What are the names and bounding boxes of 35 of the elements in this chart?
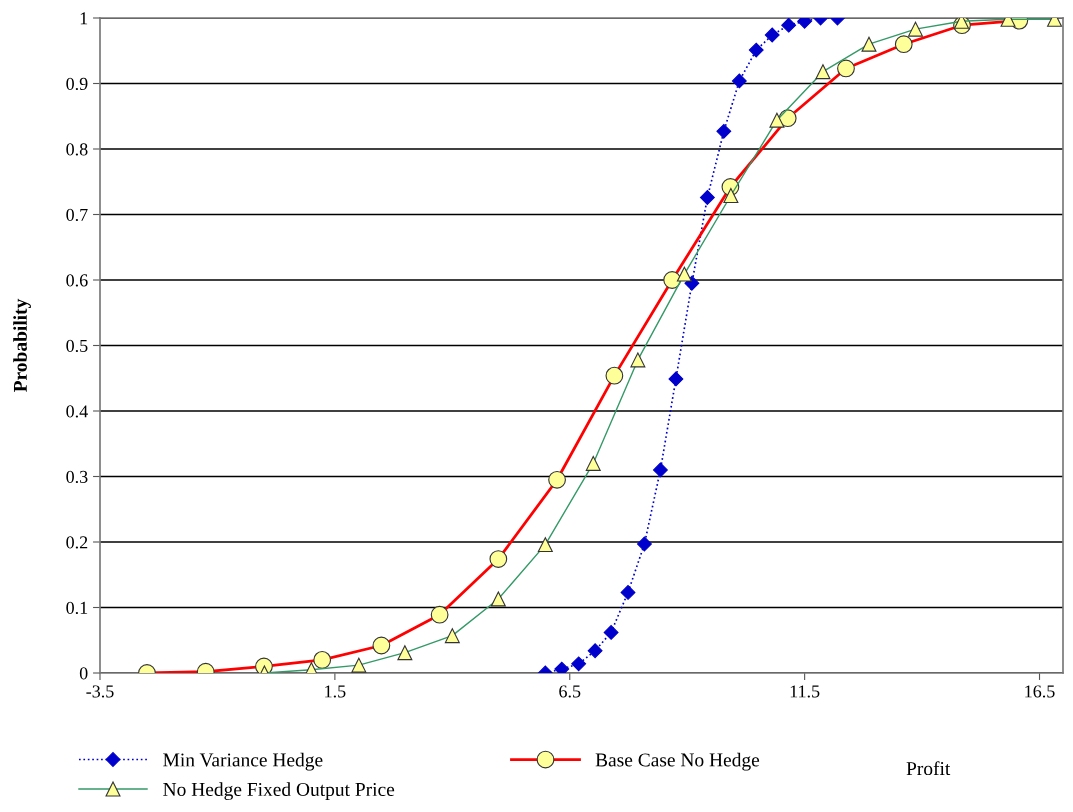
point xyxy=(554,661,570,673)
legend-label: No Hedge Fixed Output Price xyxy=(163,782,395,801)
point xyxy=(668,371,684,387)
y-tick-label: 0.5 xyxy=(66,339,88,353)
point xyxy=(748,42,764,58)
y-tick-label: 0.6 xyxy=(66,274,88,287)
y-axis-title: Probability xyxy=(13,298,31,392)
y-tick-label: 1 xyxy=(80,12,88,25)
point xyxy=(620,585,636,600)
point xyxy=(716,123,732,139)
point xyxy=(731,73,747,89)
y-tick-label: 0.4 xyxy=(66,405,88,418)
point xyxy=(637,536,652,552)
point xyxy=(603,624,619,640)
point xyxy=(571,656,587,672)
legend-label: Min Variance Hedge xyxy=(163,752,323,771)
point xyxy=(781,18,797,33)
x-tick-label: 1.5 xyxy=(325,685,346,698)
y-tick-label: 0.8 xyxy=(66,143,88,156)
legend-label: Base Case No Hedge xyxy=(595,752,760,771)
x-tick-label: 11.5 xyxy=(790,685,820,698)
x-axis-title: Profit xyxy=(906,761,951,776)
y-tick-label: 0.7 xyxy=(66,208,88,222)
point xyxy=(699,190,715,205)
y-tick-label: 0.1 xyxy=(66,601,88,615)
point xyxy=(764,27,780,43)
x-tick-label: -3.5 xyxy=(86,685,114,698)
y-tick-label: 0 xyxy=(79,667,88,680)
y-tick-label: 0.3 xyxy=(66,470,88,484)
y-tick-label: 0.9 xyxy=(66,77,88,91)
y-tick-label: 0.2 xyxy=(66,536,88,549)
x-tick-label: 16.5 xyxy=(1025,685,1055,698)
point xyxy=(652,462,668,478)
x-tick-label: 6.5 xyxy=(559,685,581,698)
point xyxy=(587,643,603,659)
